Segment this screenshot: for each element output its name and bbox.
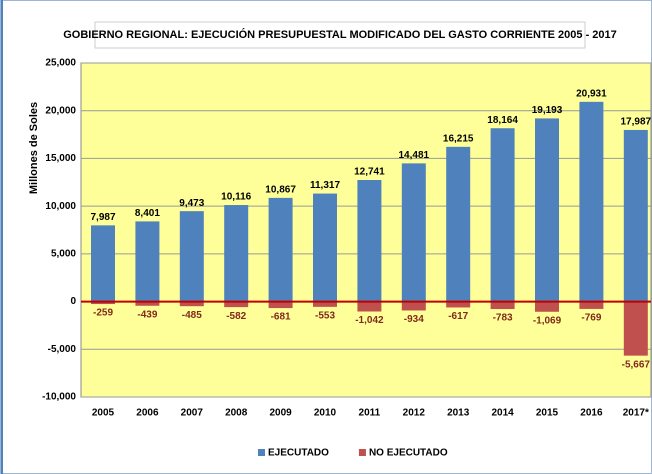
data-label: -681 [271,312,291,323]
data-label: 19,193 [532,105,563,116]
data-label: -617 [448,311,468,322]
data-label: 16,215 [443,133,474,144]
y-tick-label: 10,000 [45,201,76,212]
bar [535,118,559,302]
data-label: -1,069 [533,315,562,326]
bar [623,129,648,302]
x-tick-label: 2008 [225,408,248,419]
bar [268,301,293,309]
bar [224,301,249,308]
data-label: 17,987 [621,117,652,128]
data-label: -439 [137,309,157,320]
y-tick-label: 0 [70,296,76,307]
data-label: 18,164 [487,115,518,126]
bar [623,301,648,356]
x-tick-label: 2009 [269,408,292,419]
data-label: 10,116 [221,192,251,203]
bar [490,301,515,310]
y-tick-label: -5,000 [48,344,77,355]
bar [357,301,382,312]
bar [579,301,604,309]
data-label: -553 [315,310,335,321]
data-label: -485 [182,310,202,321]
bar [313,193,337,302]
data-label: -582 [226,311,246,322]
bar [313,301,337,307]
y-tick-label: 15,000 [45,153,76,164]
bar [579,101,604,302]
x-tick-label: 2015 [536,408,559,419]
bar [224,205,249,302]
data-label: -1,042 [355,315,384,326]
data-label: 7,987 [90,212,115,223]
data-label: 10,867 [265,185,296,196]
y-tick-label: 25,000 [45,58,76,69]
x-tick-label: 2016 [580,408,603,419]
data-label: -5,667 [622,359,651,370]
x-tick-label: 2011 [359,408,381,419]
data-label: 9,473 [179,198,204,209]
y-tick-label: 5,000 [51,248,76,259]
legend-label: EJECUTADO [268,448,329,459]
bar [535,301,559,312]
bar [446,301,471,308]
data-label: -769 [581,313,601,324]
x-tick-label: 2017* [623,408,649,419]
title-box [94,21,586,49]
data-label: 12,741 [354,167,385,178]
bar [490,128,515,302]
chart-title: GOBIERNO REGIONAL: EJECUCIÓN PRESUPUESTA… [63,28,617,41]
legend-swatch [258,449,265,456]
bar [401,163,426,302]
x-tick-label: 2010 [314,408,337,419]
bar [401,301,426,311]
bar [135,301,160,306]
bar [357,179,382,302]
legend-swatch [358,449,366,456]
data-label: 8,401 [135,208,160,219]
bar [268,197,293,302]
data-label: -259 [93,308,113,319]
data-label: 20,931 [576,88,607,99]
x-tick-label: 2013 [447,408,470,419]
y-axis-label: Millones de Soles [28,102,40,194]
data-label: 14,481 [399,150,430,161]
y-tick-label: 20,000 [45,105,76,116]
bar [446,146,471,302]
y-tick-label: -10,000 [42,392,76,403]
x-tick-label: 2014 [491,408,514,419]
x-tick-label: 2007 [181,408,204,419]
x-tick-label: 2006 [136,408,159,419]
bar [179,211,204,302]
x-tick-label: 2005 [92,408,115,419]
data-label: -934 [404,314,424,325]
x-tick-label: 2012 [403,408,426,419]
data-label: 11,317 [310,180,340,191]
bar [179,301,204,307]
data-label: -783 [493,313,513,324]
legend-label: NO EJECUTADO [369,448,448,459]
bar [91,225,115,302]
bar [135,221,160,302]
bar [91,301,115,305]
